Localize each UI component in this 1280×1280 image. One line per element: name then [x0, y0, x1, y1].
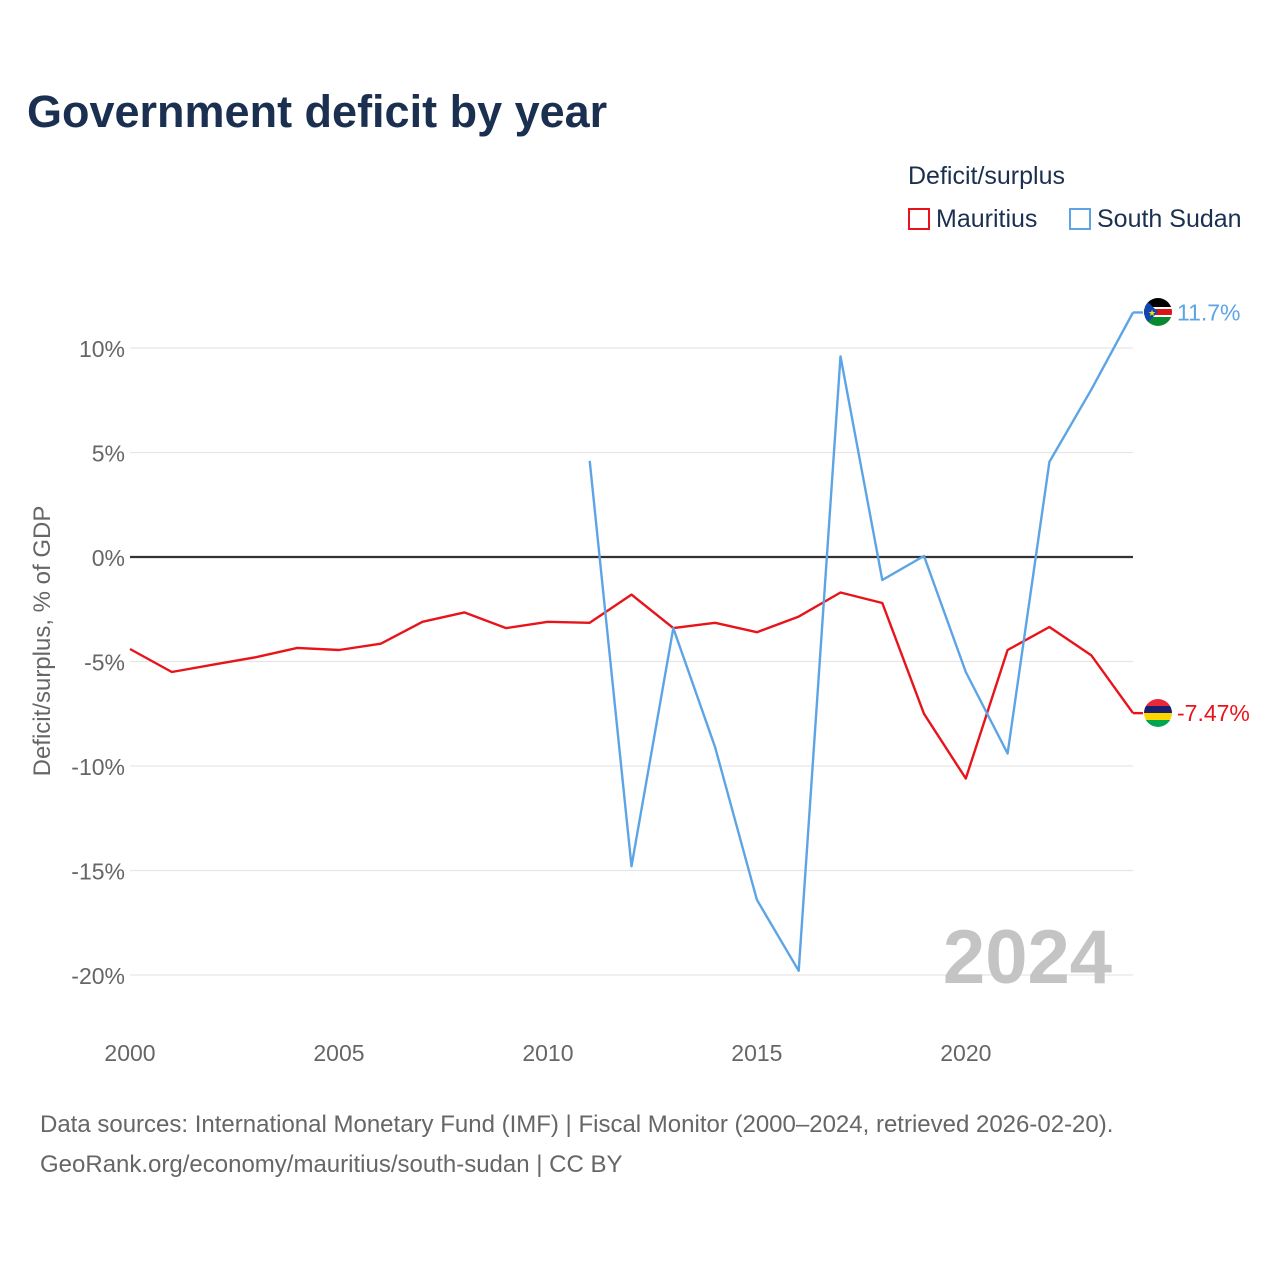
- y-axis-label: Deficit/surplus, % of GDP: [29, 506, 56, 777]
- y-tick-label: 10%: [79, 336, 125, 362]
- end-value-label: 11.7%: [1177, 299, 1241, 325]
- legend-item-mauritius[interactable]: Mauritius: [908, 204, 1037, 234]
- y-tick-label: -20%: [71, 963, 125, 989]
- footer: Data sources: International Monetary Fun…: [40, 1105, 1113, 1185]
- y-axis-ticks: 10% 5% 0% -5% -10% -15% -20%: [71, 336, 125, 989]
- data-series: [129, 311, 1135, 972]
- y-tick-label: -5%: [84, 650, 125, 676]
- x-tick-label: 2005: [313, 1040, 364, 1066]
- chart-title: Government deficit by year: [27, 86, 608, 137]
- year-watermark: 2024: [943, 915, 1112, 1000]
- south-sudan-flag-icon: ★: [1144, 298, 1172, 326]
- x-tick-label: 2015: [731, 1040, 782, 1066]
- legend-item-south-sudan[interactable]: South Sudan: [1069, 204, 1242, 234]
- mauritius-flag-icon: [1144, 699, 1172, 727]
- end-value-label: -7.47%: [1177, 700, 1250, 726]
- data-source-note: Data sources: International Monetary Fun…: [40, 1111, 1114, 1138]
- legend-label-mauritius: Mauritius: [936, 204, 1038, 233]
- series-line-mauritius[interactable]: [129, 591, 1134, 780]
- series-line-south-sudan[interactable]: [588, 311, 1135, 972]
- x-tick-label: 2020: [940, 1040, 991, 1066]
- attribution-link[interactable]: GeoRank.org/economy/mauritius/south-suda…: [40, 1151, 623, 1178]
- gridlines: [130, 347, 1133, 976]
- x-tick-label: 2000: [104, 1040, 155, 1066]
- legend-swatch-south-sudan: [1069, 208, 1091, 230]
- y-tick-label: -10%: [71, 754, 125, 780]
- x-axis-ticks: 2000 2005 2010 2015 2020: [104, 1040, 991, 1066]
- line-chart: 10%5%0%-5%-10%-15%-20% 2000 2005 2010 2015 2…: [29, 298, 1250, 1066]
- legend-swatch-mauritius: [908, 208, 930, 230]
- legend-title: Deficit/surplus: [908, 162, 1065, 190]
- svg-text:★: ★: [1148, 308, 1156, 318]
- y-tick-label: -15%: [71, 859, 125, 885]
- legend-label-south-sudan: South Sudan: [1097, 204, 1242, 233]
- y-tick-label: 5%: [92, 441, 125, 467]
- x-tick-label: 2010: [522, 1040, 573, 1066]
- series-end-labels: -7.47% 11.7%: [1133, 299, 1250, 726]
- y-tick-label: 0%: [92, 545, 125, 571]
